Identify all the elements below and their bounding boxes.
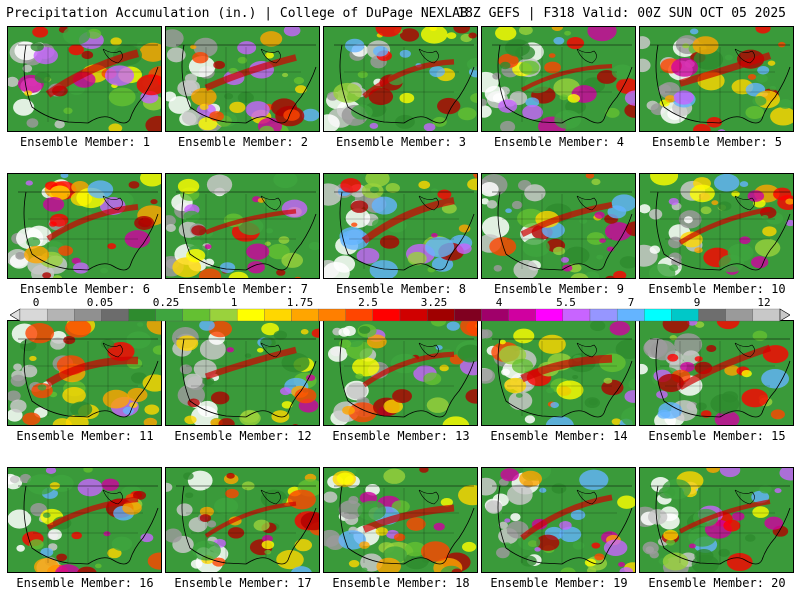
- colorbar-tick-label: 2.5: [358, 296, 378, 309]
- ensemble-member-label: Ensemble Member: 16: [16, 576, 154, 590]
- ensemble-member-label: Ensemble Member: 8: [335, 282, 467, 296]
- ensemble-member-8-map: [323, 173, 478, 279]
- ensemble-member-6-map: [7, 173, 162, 279]
- colorbar-tick-label: 4: [495, 296, 503, 309]
- model-run-info: 18Z GEFS | F318 Valid: 00Z SUN OCT 05 20…: [457, 6, 786, 21]
- colorbar-tick-label: 1: [230, 296, 238, 309]
- colorbar-tick-label: 0.05: [86, 296, 114, 309]
- colorbar-tick-label: 1.75: [286, 296, 314, 309]
- ensemble-member-label: Ensemble Member: 15: [648, 429, 786, 443]
- ensemble-member-18-map: [323, 467, 478, 573]
- ensemble-member-16-map: [7, 467, 162, 573]
- map-title: Precipitation Accumulation (in.) | Colle…: [6, 6, 468, 21]
- ensemble-member-label: Ensemble Member: 6: [19, 282, 151, 296]
- colorbar-tick-label: 9: [693, 296, 701, 309]
- colorbar-tick-label: 0.25: [152, 296, 180, 309]
- ensemble-member-label: Ensemble Member: 20: [648, 576, 786, 590]
- ensemble-member-13-map: [323, 320, 478, 426]
- colorbar-tick-label: 5.5: [556, 296, 576, 309]
- ensemble-member-label: Ensemble Member: 10: [648, 282, 786, 296]
- precip-colorbar: [10, 308, 790, 322]
- ensemble-member-3-map: [323, 26, 478, 132]
- colorbar-tick-label: 0: [32, 296, 40, 309]
- ensemble-member-7-map: [165, 173, 320, 279]
- ensemble-member-label: Ensemble Member: 14: [490, 429, 628, 443]
- ensemble-member-15-map: [639, 320, 794, 426]
- ensemble-member-14-map: [481, 320, 636, 426]
- ensemble-member-label: Ensemble Member: 7: [177, 282, 309, 296]
- colorbar-tick-label: 7: [627, 296, 635, 309]
- ensemble-member-11-map: [7, 320, 162, 426]
- ensemble-member-label: Ensemble Member: 3: [335, 135, 467, 149]
- ensemble-member-label: Ensemble Member: 12: [174, 429, 312, 443]
- ensemble-member-12-map: [165, 320, 320, 426]
- ensemble-member-label: Ensemble Member: 4: [493, 135, 625, 149]
- ensemble-member-5-map: [639, 26, 794, 132]
- colorbar-tick-label: 12: [757, 296, 771, 309]
- ensemble-member-label: Ensemble Member: 9: [493, 282, 625, 296]
- ensemble-member-1-map: [7, 26, 162, 132]
- ensemble-member-label: Ensemble Member: 18: [332, 576, 470, 590]
- ensemble-member-label: Ensemble Member: 2: [177, 135, 309, 149]
- ensemble-member-label: Ensemble Member: 13: [332, 429, 470, 443]
- ensemble-member-label: Ensemble Member: 17: [174, 576, 312, 590]
- colorbar-tick-label: 3.25: [420, 296, 448, 309]
- ensemble-member-2-map: [165, 26, 320, 132]
- ensemble-member-label: Ensemble Member: 1: [19, 135, 151, 149]
- ensemble-member-19-map: [481, 467, 636, 573]
- ensemble-member-20-map: [639, 467, 794, 573]
- ensemble-member-label: Ensemble Member: 11: [16, 429, 154, 443]
- ensemble-member-17-map: [165, 467, 320, 573]
- ensemble-member-10-map: [639, 173, 794, 279]
- ensemble-member-label: Ensemble Member: 5: [651, 135, 783, 149]
- ensemble-member-4-map: [481, 26, 636, 132]
- ensemble-member-9-map: [481, 173, 636, 279]
- ensemble-member-label: Ensemble Member: 19: [490, 576, 628, 590]
